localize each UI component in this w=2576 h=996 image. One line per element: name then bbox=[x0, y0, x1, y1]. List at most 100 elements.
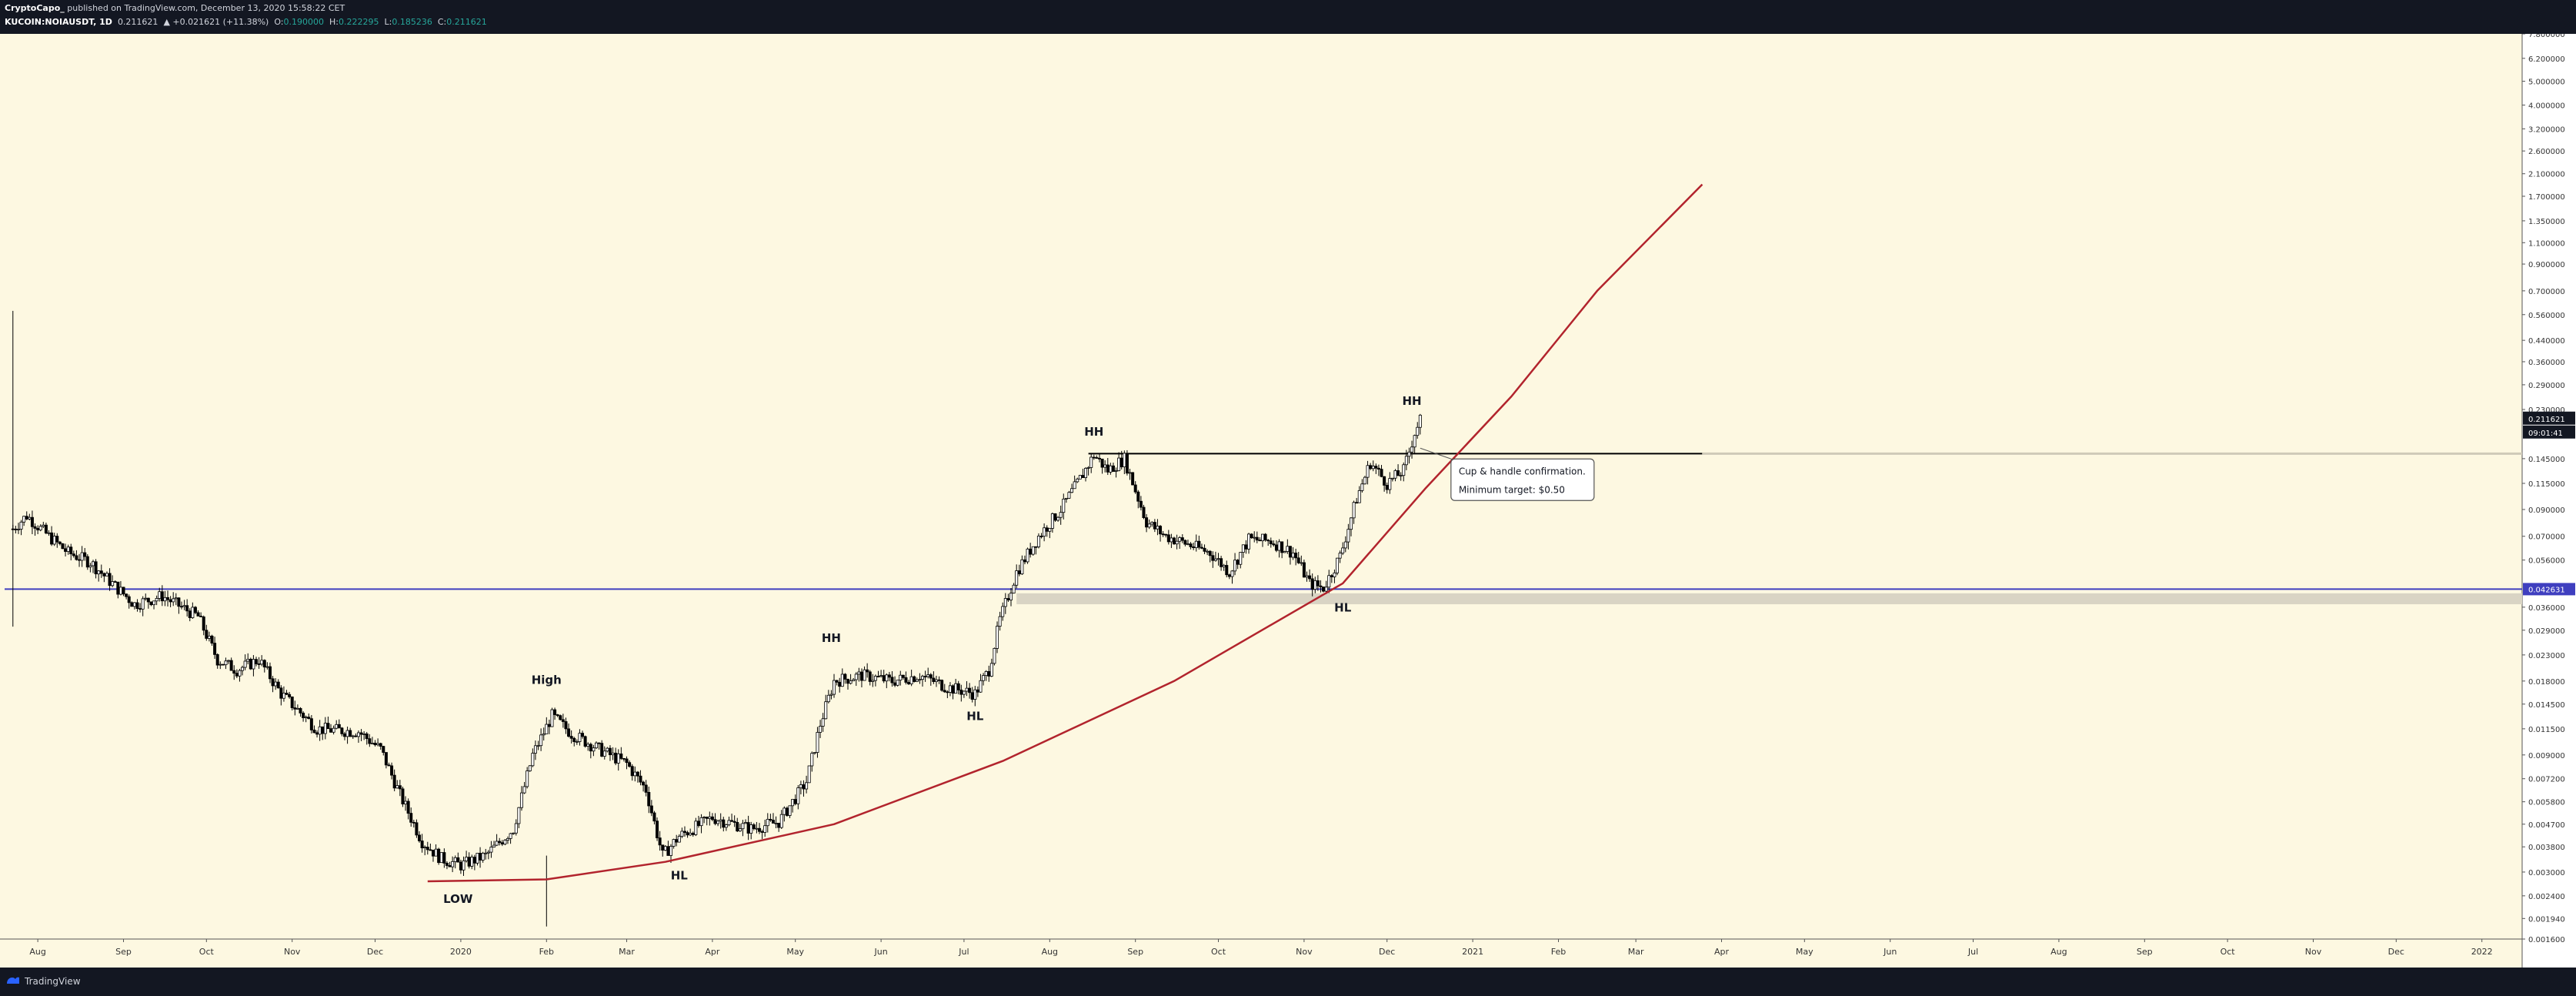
candle bbox=[160, 591, 164, 602]
high-label: H: bbox=[329, 17, 339, 27]
candle bbox=[1330, 575, 1333, 577]
candle bbox=[246, 659, 250, 662]
candle bbox=[1211, 555, 1215, 561]
candle bbox=[465, 857, 469, 861]
candle bbox=[232, 670, 236, 674]
candle bbox=[1313, 580, 1317, 590]
candle bbox=[448, 865, 452, 867]
candle bbox=[1192, 546, 1196, 548]
candle bbox=[66, 546, 70, 552]
tradingview-brand[interactable]: TradingView bbox=[25, 976, 81, 987]
candle bbox=[91, 561, 95, 567]
y-tick-label: 0.014500 bbox=[2528, 701, 2565, 710]
plot-background[interactable] bbox=[0, 34, 2522, 968]
callout-box[interactable] bbox=[1450, 458, 1595, 501]
candle bbox=[732, 821, 736, 823]
author-name[interactable]: CryptoCapo_ bbox=[5, 3, 65, 13]
x-tick-label: Jul bbox=[958, 947, 969, 957]
x-tick-label: May bbox=[1796, 947, 1814, 957]
candle bbox=[1136, 491, 1140, 502]
candle bbox=[915, 679, 919, 682]
candle bbox=[356, 732, 360, 737]
candle bbox=[929, 674, 933, 679]
candle bbox=[351, 735, 355, 737]
x-tick-label: 2020 bbox=[450, 947, 472, 957]
y-tick-label: 4.000000 bbox=[2528, 102, 2565, 110]
candle bbox=[1017, 570, 1021, 575]
candle bbox=[69, 546, 73, 555]
candle bbox=[741, 823, 745, 830]
annotation-label[interactable]: HL bbox=[1334, 601, 1352, 615]
candle bbox=[227, 660, 231, 662]
candle bbox=[1089, 456, 1093, 468]
candle bbox=[1310, 578, 1314, 590]
candle bbox=[1194, 540, 1198, 548]
y-tick-label: 1.350000 bbox=[2528, 218, 2565, 226]
candle bbox=[293, 707, 297, 710]
candle bbox=[401, 788, 405, 804]
annotation-label[interactable]: HH bbox=[1402, 394, 1421, 408]
candle bbox=[625, 758, 629, 764]
candle bbox=[1020, 559, 1024, 575]
candle bbox=[138, 608, 142, 610]
price-chart[interactable]: LOW High HL HH HL HH HL HH Cup & handle confirma… bbox=[0, 34, 2576, 968]
candle bbox=[821, 718, 825, 727]
candle bbox=[390, 765, 394, 776]
y-tick-label: 2.600000 bbox=[2528, 148, 2565, 156]
candle bbox=[1139, 500, 1143, 508]
candle bbox=[592, 747, 596, 752]
y-tick-label: 0.018000 bbox=[2528, 678, 2565, 687]
y-tick-label: 0.002400 bbox=[2528, 893, 2565, 901]
annotation-label[interactable]: High bbox=[532, 673, 562, 687]
candle bbox=[470, 857, 474, 867]
annotation-label[interactable]: LOW bbox=[443, 892, 473, 906]
candle bbox=[1244, 544, 1248, 550]
candle bbox=[774, 823, 778, 824]
candle bbox=[583, 736, 587, 747]
candle bbox=[696, 821, 700, 827]
candle bbox=[423, 847, 427, 849]
candle bbox=[97, 570, 101, 575]
x-tick-label: Mar bbox=[619, 947, 635, 957]
candle bbox=[744, 822, 748, 824]
candle bbox=[398, 785, 402, 790]
candle bbox=[569, 736, 573, 739]
candle bbox=[1213, 558, 1217, 561]
candle bbox=[677, 836, 681, 843]
candle bbox=[1222, 565, 1226, 567]
candle bbox=[215, 653, 219, 666]
x-tick-label: 2021 bbox=[1462, 947, 1483, 957]
candle bbox=[760, 831, 764, 833]
candle bbox=[295, 707, 299, 710]
candle bbox=[666, 846, 670, 856]
candle bbox=[788, 805, 792, 816]
candle bbox=[1390, 477, 1394, 480]
candle bbox=[1078, 475, 1082, 480]
candle bbox=[1288, 546, 1292, 558]
support-zone[interactable] bbox=[1016, 593, 2522, 605]
candle bbox=[1352, 502, 1356, 519]
candle bbox=[1086, 467, 1090, 469]
candle bbox=[951, 685, 955, 694]
candle bbox=[299, 707, 302, 714]
open-value: 0.190000 bbox=[283, 17, 325, 27]
candle bbox=[1258, 540, 1262, 542]
price-axis-background[interactable] bbox=[2522, 34, 2576, 968]
candle bbox=[1336, 557, 1340, 573]
candle bbox=[619, 754, 623, 759]
candle bbox=[846, 678, 849, 684]
tradingview-logo-icon[interactable] bbox=[6, 975, 20, 986]
parabolic-curve[interactable] bbox=[427, 183, 1703, 883]
candle bbox=[406, 800, 410, 814]
candle bbox=[1183, 540, 1187, 545]
candle bbox=[885, 674, 889, 682]
annotation-label[interactable]: HL bbox=[966, 709, 984, 723]
annotation-label[interactable]: HL bbox=[671, 869, 689, 883]
candle bbox=[642, 781, 646, 786]
candle bbox=[699, 817, 703, 827]
annotation-label[interactable]: HH bbox=[1084, 425, 1103, 439]
candle bbox=[893, 682, 897, 686]
candle bbox=[1376, 467, 1380, 470]
annotation-label[interactable]: HH bbox=[822, 631, 841, 645]
candle bbox=[166, 597, 170, 600]
